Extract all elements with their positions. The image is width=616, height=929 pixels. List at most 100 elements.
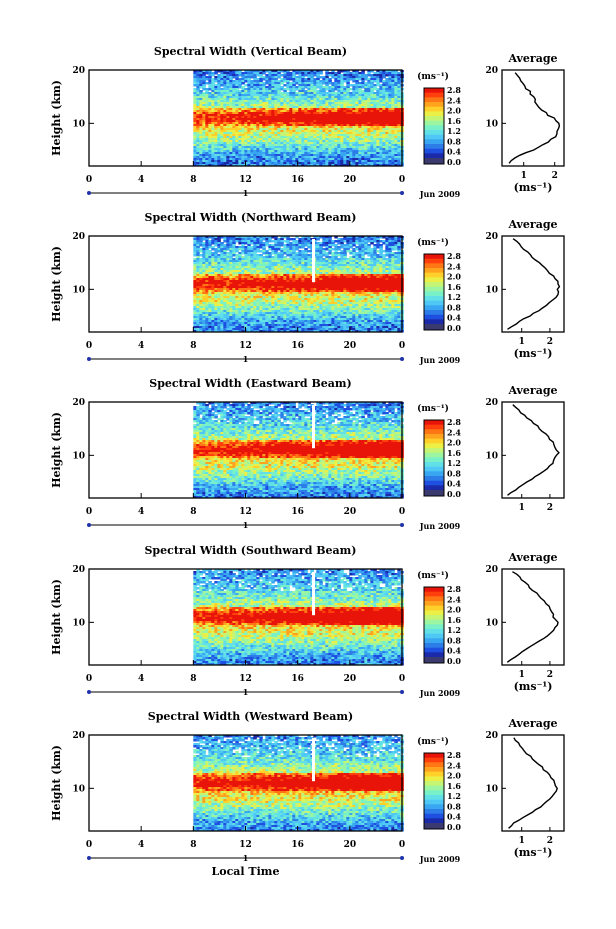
heatmap-cell: [289, 118, 293, 121]
heatmap-cell: [385, 146, 389, 149]
heatmap-cell: [331, 140, 335, 143]
heatmap-cell: [361, 124, 365, 127]
heatmap-cell: [286, 92, 290, 95]
heatmap-cell: [202, 122, 206, 125]
heatmap-cell: [208, 148, 212, 151]
heatmap-cell: [211, 122, 215, 125]
heatmap-cell: [376, 92, 380, 95]
heatmap-cell: [199, 136, 203, 139]
heatmap-cell: [343, 128, 347, 131]
heatmap-cell: [316, 162, 320, 165]
heatmap-cell: [358, 140, 362, 143]
heatmap-cell: [232, 120, 236, 123]
heatmap-cell: [259, 116, 263, 119]
heatmap-cell: [385, 72, 389, 75]
heatmap-cell: [274, 136, 278, 139]
heatmap-cell: [220, 148, 224, 151]
heatmap-cell: [346, 92, 350, 95]
heatmap-cell: [226, 102, 230, 105]
heatmap-cell: [250, 110, 254, 113]
heatmap-cell: [238, 144, 242, 147]
heatmap-cell: [277, 98, 281, 101]
heatmap-cell: [262, 252, 266, 255]
heatmap-cell: [208, 78, 212, 81]
heatmap-cell: [286, 156, 290, 159]
heatmap-cell: [370, 130, 374, 133]
heatmap-cell: [304, 80, 308, 83]
heatmap-cell: [325, 128, 329, 131]
heatmap-cell: [316, 132, 320, 135]
heatmap-cell: [193, 108, 197, 111]
heatmap-cell: [349, 144, 353, 147]
heatmap-cell: [256, 144, 260, 147]
heatmap-cell: [361, 70, 365, 73]
heatmap-cell: [301, 76, 305, 79]
heatmap-cell: [376, 96, 380, 99]
heatmap-cell: [214, 98, 218, 101]
heatmap-cell: [256, 250, 260, 253]
heatmap-cell: [250, 136, 254, 139]
heatmap-cell: [352, 146, 356, 149]
heatmap-cell: [238, 82, 242, 85]
heatmap-cell: [286, 128, 290, 131]
heatmap-cell: [361, 94, 365, 97]
heatmap-cell: [304, 124, 308, 127]
heatmap-cell: [208, 124, 212, 127]
heatmap-cell: [223, 122, 227, 125]
heatmap-cell: [202, 114, 206, 117]
heatmap-cell: [286, 140, 290, 143]
heatmap-cell: [346, 106, 350, 109]
heatmap-cell: [253, 78, 257, 81]
heatmap-cell: [361, 150, 365, 153]
heatmap-cell: [199, 250, 203, 253]
heatmap-cell: [385, 156, 389, 159]
heatmap-cell: [247, 126, 251, 129]
heatmap-cell: [379, 110, 383, 113]
heatmap-cell: [361, 122, 365, 125]
heatmap-cell: [238, 164, 242, 167]
heatmap-cell: [385, 152, 389, 155]
heatmap-cell: [292, 160, 296, 163]
heatmap-cell: [373, 98, 377, 101]
heatmap-cell: [316, 138, 320, 141]
heatmap-cell: [304, 138, 308, 141]
heatmap-cell: [337, 130, 341, 133]
heatmap-cell: [307, 120, 311, 123]
heatmap-cell: [331, 84, 335, 87]
colorbar-swatch: [424, 153, 444, 159]
heatmap-cell: [202, 128, 206, 131]
heatmap-cell: [298, 80, 302, 83]
heatmap-cell: [241, 158, 245, 161]
heatmap-cell: [268, 114, 272, 117]
heatmap-cell: [292, 90, 296, 93]
heatmap-cell: [295, 158, 299, 161]
heatmap-cell: [265, 130, 269, 133]
heatmap-cell: [346, 140, 350, 143]
heatmap-cell: [343, 158, 347, 161]
heatmap-cell: [364, 92, 368, 95]
heatmap-cell: [340, 106, 344, 109]
heatmap-cell: [388, 96, 392, 99]
heatmap-cell: [229, 70, 233, 73]
heatmap-cell: [223, 146, 227, 149]
heatmap-cell: [202, 84, 206, 87]
heatmap-cell: [298, 74, 302, 77]
heatmap-cell: [193, 128, 197, 131]
heatmap-cell: [328, 144, 332, 147]
heatmap-cell: [325, 154, 329, 157]
heatmap-cell: [253, 116, 257, 119]
heatmap-cell: [355, 94, 359, 97]
heatmap-cell: [205, 142, 209, 145]
heatmap-cell: [274, 126, 278, 129]
heatmap-cell: [382, 76, 386, 79]
heatmap-cell: [283, 114, 287, 117]
heatmap-cell: [238, 108, 242, 111]
heatmap-cell: [325, 126, 329, 129]
heatmap-cell: [265, 158, 269, 161]
heatmap-cell: [253, 80, 257, 83]
heatmap-cell: [349, 148, 353, 151]
heatmap-cell: [271, 152, 275, 155]
heatmap-cell: [241, 100, 245, 103]
heatmap-cell: [238, 86, 242, 89]
heatmap-cell: [355, 162, 359, 165]
